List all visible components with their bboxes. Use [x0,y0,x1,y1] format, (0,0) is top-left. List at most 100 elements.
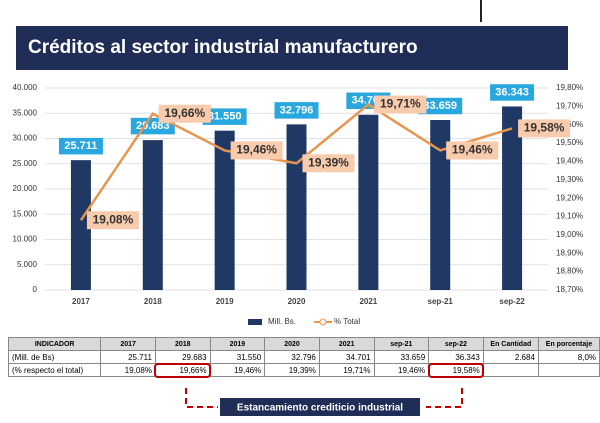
bar [502,106,523,290]
value-label: 19,71% [380,97,421,111]
y2-tick-label: 19,20% [556,193,583,202]
value-label: 31.550 [208,111,242,123]
table-cell: 19,71% [318,363,375,377]
y2-tick-label: 19,00% [556,230,583,239]
chart-title: Créditos al sector industrial manufactur… [28,37,418,58]
chart: Créditos al sector industrial manufactur… [13,0,583,326]
y2-tick-label: 19,30% [556,175,583,184]
value-label-box [158,104,211,123]
bar [142,140,163,290]
y-tick-label: 15.000 [13,209,38,218]
value-label-box [274,102,319,119]
table-row: INDICADOR 2017 2018 2019 2020 2021 sep-21 sep-2… [7,337,600,351]
table-cell: 19,66% [154,362,212,378]
y-tick-label: 10.000 [13,235,38,244]
y-tick-label: 20.000 [13,184,38,193]
value-label-box [230,141,283,160]
x-tick-label: 2021 [359,297,377,306]
table-row: (% respecto el total) 19,08% 19,66% 19,46% 1… [7,362,600,378]
table-header-cell: 2021 [318,337,375,351]
table-cell: 2.684 [482,350,539,364]
table-header-cell: sep-22 [428,337,484,351]
table-row: (Mill. de Bs) 25.711 29.683 31.550 32.796 34.… [7,350,600,364]
y2-tick-label: 19,70% [556,101,583,110]
table-header-cell: En porcentaje [537,337,600,351]
value-label-box [518,119,571,138]
value-label-box [202,108,247,125]
annotation-connector [185,388,463,408]
table-header-cell: 2018 [154,337,211,351]
table-cell: (% respecto el total) [7,363,102,377]
table-cell: 25.711 [100,350,156,364]
value-label-box [490,84,535,101]
x-tick-label: 2017 [72,297,90,306]
value-label: 32.796 [280,104,314,116]
annotation: Estancamiento crediticio industrial [237,403,403,414]
table-cell: 31.550 [209,350,266,364]
y-tick-label: 40.000 [13,83,38,92]
bar [70,160,91,290]
value-label-box [86,211,139,230]
table-cell: 19,46% [209,363,266,377]
value-label-box [418,97,463,115]
table-header-cell: 2020 [264,337,320,351]
y2-tick-label: 18,70% [556,285,583,294]
table-header-cell: En Cantidad [482,337,539,351]
legend-swatch [248,319,262,325]
value-label-box [302,154,355,173]
table-cell: 34.701 [318,350,375,364]
y-tick-label: 35.000 [13,108,38,117]
table-cell: 29.683 [154,350,211,364]
table-header-cell: 2019 [209,337,266,351]
bar [430,120,451,290]
table-cell: 32.796 [264,350,320,364]
value-label: 36.343 [495,86,529,98]
data-table: INDICADOR 2017 2018 2019 2020 2021 sep-21 sep-2… [7,337,600,378]
table-cell: (Mill. de Bs) [7,350,102,364]
y-tick-label: 0 [33,285,38,294]
table-cell: 36.343 [428,350,484,364]
table-cell: 33.659 [373,350,430,364]
value-label: 19,46% [452,143,493,157]
y2-tick-label: 18,80% [556,267,583,276]
y2-tick-label: 19,10% [556,212,583,221]
value-label: 19,58% [524,121,565,135]
table-header-cell: sep-21 [373,337,430,351]
y-tick-label: 5.000 [17,260,38,269]
value-label: 29.683 [136,120,170,132]
table-cell: 19,39% [264,363,320,377]
bar [358,114,379,290]
table-cell: 8,0% [537,350,600,364]
table-cell: 19,08% [100,363,156,377]
legend-swatch [319,318,327,326]
legend-label: % Total [334,317,360,326]
x-tick-label: 2019 [216,297,234,306]
table-cell: 19,58% [427,362,485,378]
annotation-box [220,398,420,416]
y2-tick-label: 19,50% [556,138,583,147]
value-label-box [446,141,499,160]
value-label: 25.711 [64,140,97,152]
table-cell [482,363,539,377]
table-header-cell: INDICADOR [7,337,102,351]
value-label: 19,39% [308,155,349,169]
y2-tick-label: 19,80% [556,83,583,92]
table-cell [537,363,600,377]
y-tick-label: 25.000 [13,159,38,168]
line [79,102,513,221]
value-label: 33.659 [423,100,457,112]
value-label: 19,08% [93,212,134,226]
y2-tick-label: 19,40% [556,157,583,166]
x-tick-label: sep-22 [499,297,525,306]
x-tick-label: 2020 [288,297,306,306]
title-banner [16,26,568,70]
table-header-cell: 2017 [100,337,156,351]
legend-label: Mill. Bs. [268,317,296,326]
annotation-layer: Estancamiento crediticio industrial [185,388,463,416]
value-label-box [58,137,103,155]
x-tick-label: 2018 [144,297,162,306]
value-label-box [374,95,427,114]
y-tick-label: 30.000 [13,134,38,143]
value-label: 19,46% [236,143,277,157]
